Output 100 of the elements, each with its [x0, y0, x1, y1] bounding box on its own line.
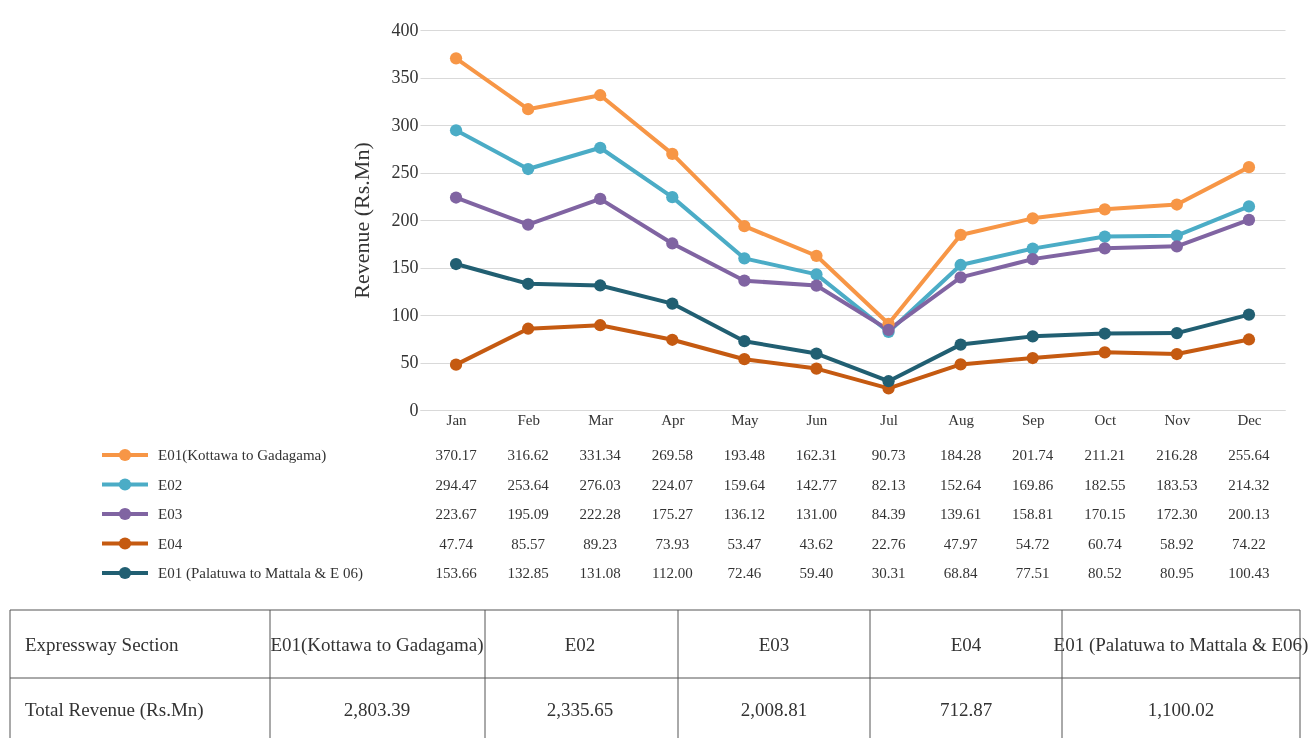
- data-label: 47.74: [439, 535, 474, 552]
- point: [1242, 213, 1256, 226]
- legend-label: E01 (Palatuwa to Mattala & E 06): [158, 565, 363, 582]
- data-label: 85.57: [511, 535, 546, 552]
- point: [1170, 229, 1183, 242]
- data-label: 159.64: [723, 476, 766, 493]
- data-label: 80.95: [1160, 565, 1194, 581]
- point: [449, 358, 463, 371]
- point: [1242, 161, 1256, 174]
- text: E01 (Palatuwa to Mattala & E06): [1053, 634, 1309, 656]
- point: [1170, 198, 1183, 211]
- data-label: 142.77: [795, 476, 838, 493]
- point: [522, 103, 535, 116]
- point: [810, 268, 823, 281]
- data-label: 216.28: [1156, 447, 1198, 463]
- text: E02: [564, 634, 596, 655]
- data-label: 255.64: [1228, 447, 1271, 463]
- data-label: 58.92: [1160, 535, 1194, 552]
- data-label: 89.23: [583, 535, 618, 552]
- data-label: 30.31: [871, 565, 906, 581]
- data-label: 162.31: [795, 447, 838, 463]
- y-tick-label: 0: [409, 399, 419, 420]
- point: [594, 279, 607, 292]
- point: [882, 375, 895, 388]
- point: [666, 191, 679, 204]
- point: [738, 274, 751, 287]
- data-label: 90.73: [871, 447, 906, 463]
- text: Total Revenue (Rs.Mn): [25, 699, 204, 721]
- data-label: 47.97: [943, 535, 978, 552]
- point: [954, 338, 967, 351]
- data-label: 294.47: [435, 476, 478, 493]
- point: [1098, 203, 1111, 216]
- data-label: 370.17: [435, 447, 478, 463]
- point: [810, 279, 823, 292]
- data-label: 183.53: [1156, 476, 1198, 493]
- data-label: 131.00: [795, 506, 838, 522]
- point: [810, 362, 823, 375]
- x-tick-label: Jul: [880, 411, 898, 428]
- data-label: 59.40: [799, 565, 834, 581]
- data-label: 22.76: [871, 535, 906, 552]
- data-label: 72.46: [727, 565, 762, 581]
- point: [522, 162, 535, 176]
- y-tick-label: 50: [400, 352, 419, 372]
- point: [738, 353, 751, 366]
- data-label: 269.58: [651, 447, 693, 463]
- point: [594, 192, 607, 205]
- point: [1098, 327, 1111, 340]
- y-tick-label: 400: [391, 19, 419, 40]
- point: [1242, 200, 1256, 213]
- x-tick-label: Feb: [517, 411, 540, 428]
- data-label: 170.15: [1084, 506, 1126, 522]
- point: [954, 358, 967, 371]
- legend-label: E01(Kottawa to Gadagama): [158, 447, 327, 464]
- data-label: 74.22: [1232, 535, 1266, 552]
- data-label: 195.09: [507, 506, 549, 522]
- text: 712.87: [939, 699, 993, 720]
- point: [594, 89, 607, 102]
- point: [954, 228, 967, 242]
- data-label: 253.64: [507, 476, 550, 493]
- point: [1098, 346, 1111, 359]
- point: [810, 347, 823, 360]
- point: [1026, 253, 1039, 266]
- point: [522, 277, 535, 290]
- point: [522, 322, 535, 335]
- legend-label: E03: [158, 506, 183, 522]
- data-label: 175.27: [651, 506, 694, 522]
- x-tick-label: Oct: [1094, 411, 1117, 428]
- data-label: 60.74: [1087, 535, 1123, 552]
- text: 2,335.65: [546, 699, 614, 720]
- data-label: 224.07: [651, 476, 694, 493]
- x-tick-label: Dec: [1237, 411, 1262, 428]
- data-label: 153.66: [435, 565, 478, 581]
- point: [738, 335, 751, 348]
- point: [449, 257, 463, 271]
- x-tick-label: Jun: [806, 411, 828, 428]
- y-tick-label: 100: [391, 304, 419, 325]
- data-label: 158.81: [1012, 506, 1054, 522]
- point: [1026, 330, 1039, 343]
- point: [594, 141, 607, 154]
- y-axis-title: Revenue (Rs.Mn): [348, 142, 374, 299]
- point: [954, 271, 967, 284]
- y-tick-label: 150: [391, 257, 419, 277]
- y-tick-label: 200: [391, 209, 419, 230]
- data-label: 54.72: [1015, 535, 1050, 552]
- data-label: 214.32: [1228, 476, 1270, 493]
- data-label: 139.61: [940, 506, 982, 522]
- point: [738, 220, 751, 233]
- point: [1026, 212, 1039, 225]
- data-label: 131.08: [579, 565, 621, 581]
- point: [666, 297, 679, 310]
- point: [449, 191, 463, 204]
- y-tick-label: 300: [391, 114, 419, 135]
- point: [1170, 240, 1183, 253]
- data-label: 172.30: [1156, 506, 1198, 522]
- x-tick-label: Nov: [1164, 411, 1191, 428]
- x-tick-label: May: [731, 411, 760, 428]
- y-tick-label: 350: [391, 67, 419, 87]
- data-label: 223.67: [435, 506, 478, 522]
- point: [1242, 308, 1256, 321]
- text: 1,100.02: [1147, 699, 1215, 720]
